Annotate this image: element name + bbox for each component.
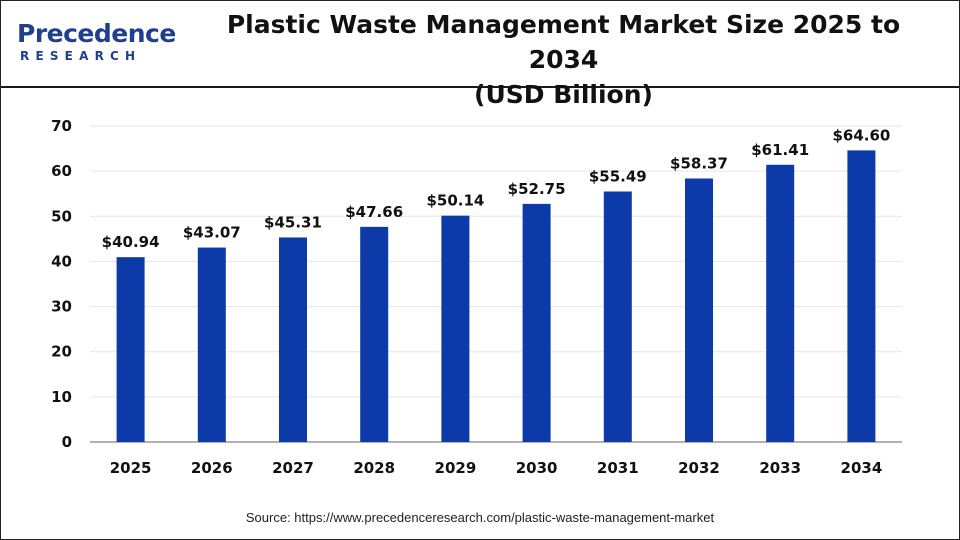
chart-title: Plastic Waste Management Market Size 202…: [191, 7, 936, 112]
bar-2031: [603, 191, 632, 442]
y-tick-label-5: 50: [51, 207, 72, 225]
data-label-2030: $52.75: [508, 180, 566, 198]
x-tick-label-2034: 2034: [841, 459, 883, 477]
header: Precedence RESEARCH Plastic Waste Manage…: [1, 1, 959, 109]
data-label-2025: $40.94: [102, 233, 160, 251]
bar-2033: [766, 164, 795, 442]
y-tick-label-7: 70: [51, 117, 72, 135]
chart-title-line-2: (USD Billion): [474, 80, 653, 109]
x-tick-label-2028: 2028: [353, 459, 395, 477]
x-tick-label-2033: 2033: [759, 459, 801, 477]
data-label-2029: $50.14: [426, 192, 484, 210]
data-label-2034: $64.60: [832, 126, 890, 144]
bar-2034: [847, 150, 876, 442]
data-label-2031: $55.49: [589, 168, 647, 186]
bar-2026: [197, 247, 226, 442]
source-note: Source: https://www.precedenceresearch.c…: [245, 510, 715, 525]
y-tick-label-0: 0: [62, 433, 72, 451]
data-label-2028: $47.66: [345, 203, 403, 221]
x-tick-label-2029: 2029: [435, 459, 477, 477]
bar-2032: [685, 178, 713, 442]
bar-2025: [116, 257, 145, 442]
bar-2029: [441, 215, 470, 442]
y-tick-label-1: 10: [51, 388, 72, 406]
data-label-2033: $61.41: [751, 141, 809, 159]
x-tick-label-2030: 2030: [516, 459, 558, 477]
x-tick-label-2027: 2027: [272, 459, 314, 477]
x-tick-label-2032: 2032: [678, 459, 720, 477]
data-label-2026: $43.07: [183, 224, 241, 242]
bar-2030: [522, 203, 551, 442]
chart-title-line-1: Plastic Waste Management Market Size 202…: [226, 10, 901, 74]
x-tick-label-2031: 2031: [597, 459, 639, 477]
y-tick-label-6: 60: [51, 162, 72, 180]
data-label-2027: $45.31: [264, 213, 322, 231]
y-tick-label-4: 40: [51, 252, 72, 270]
bar-2027: [279, 237, 307, 442]
x-tick-label-2026: 2026: [191, 459, 233, 477]
y-tick-label-3: 30: [51, 298, 72, 316]
data-label-2032: $58.37: [670, 155, 728, 173]
y-tick-label-2: 20: [51, 343, 72, 361]
bar-2028: [360, 226, 389, 442]
x-tick-label-2025: 2025: [110, 459, 152, 477]
company-logo: Precedence RESEARCH: [17, 19, 176, 69]
logo-subtitle: RESEARCH: [20, 49, 142, 63]
logo-wordmark: Precedence: [17, 19, 176, 48]
